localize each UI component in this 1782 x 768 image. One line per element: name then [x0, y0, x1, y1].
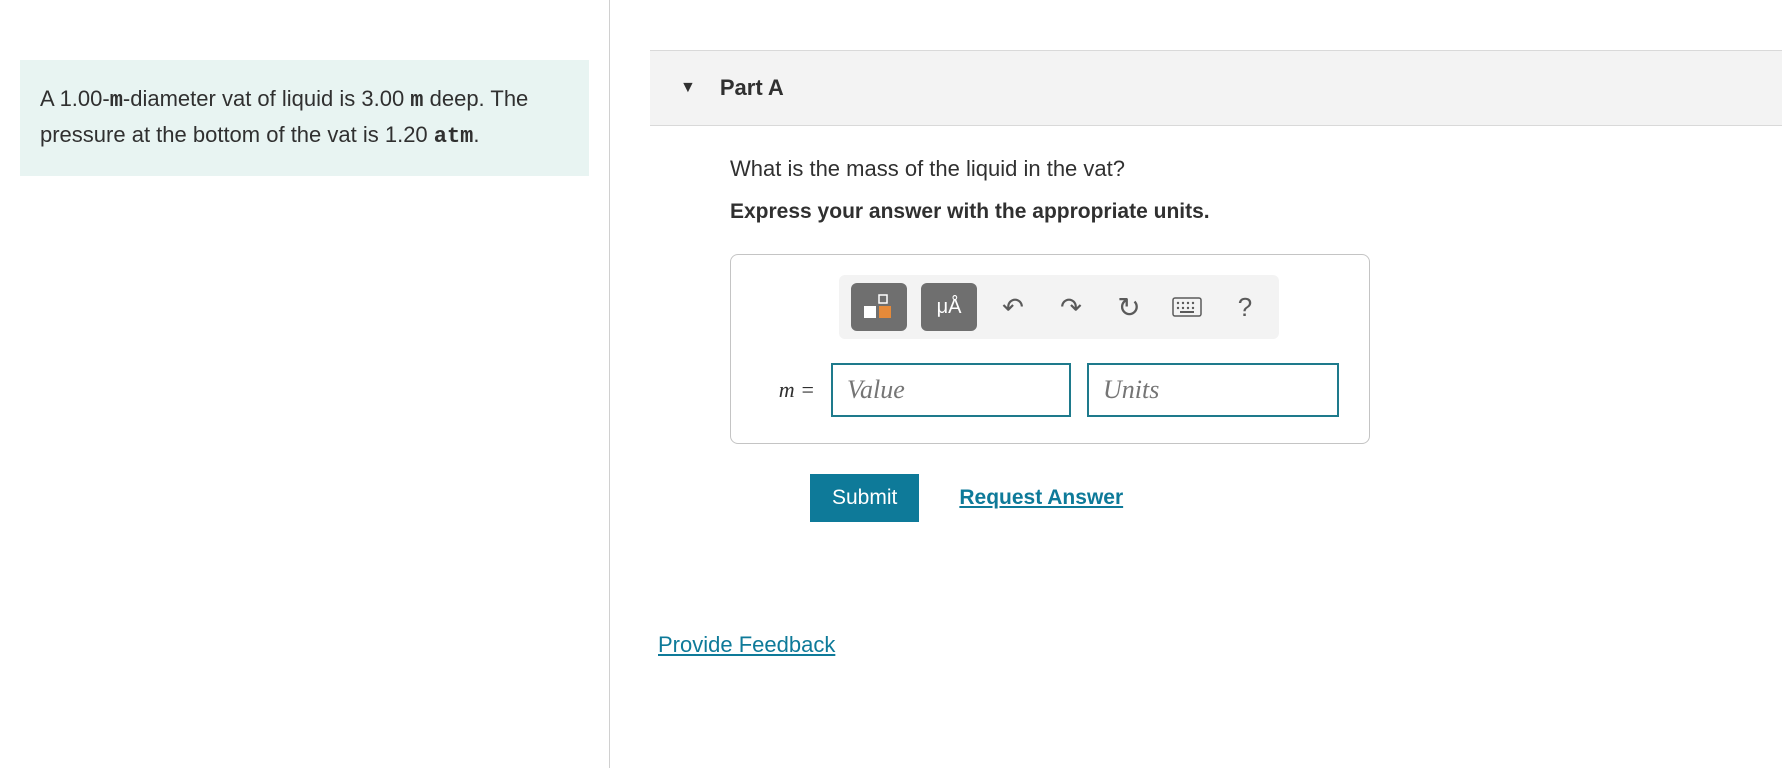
reset-icon[interactable]: ↻: [1107, 283, 1151, 331]
equation-toolbar: μÅ ↶ ↷ ↻ ?: [839, 275, 1279, 339]
instruction-text: Express your answer with the appropriate…: [730, 200, 1752, 224]
problem-text-2: -diameter vat of liquid is 3.00: [123, 86, 410, 111]
problem-statement: A 1.00-m-diameter vat of liquid is 3.00 …: [20, 60, 589, 176]
units-input[interactable]: [1087, 363, 1339, 417]
question-text: What is the mass of the liquid in the va…: [730, 156, 1752, 182]
question-area: What is the mass of the liquid in the va…: [650, 126, 1782, 562]
collapse-caret-icon[interactable]: ▼: [680, 79, 696, 97]
answer-panel: ▼ Part A What is the mass of the liquid …: [610, 0, 1782, 768]
template-tool-button[interactable]: [851, 283, 907, 331]
redo-icon[interactable]: ↷: [1049, 283, 1093, 331]
answer-row: m =: [759, 363, 1341, 417]
submit-row: Submit Request Answer: [810, 474, 1752, 522]
variable-label: m =: [759, 377, 815, 403]
problem-text-4: .: [473, 122, 479, 147]
unit-m-1: m: [110, 88, 123, 113]
submit-button[interactable]: Submit: [810, 474, 919, 522]
provide-feedback-link[interactable]: Provide Feedback: [658, 632, 835, 658]
help-icon[interactable]: ?: [1223, 283, 1267, 331]
part-title: Part A: [720, 75, 784, 101]
unit-atm: atm: [434, 124, 474, 149]
problem-panel: A 1.00-m-diameter vat of liquid is 3.00 …: [0, 0, 610, 768]
undo-icon[interactable]: ↶: [991, 283, 1035, 331]
greek-units-button[interactable]: μÅ: [921, 283, 977, 331]
problem-text-1: A 1.00-: [40, 86, 110, 111]
unit-m-2: m: [410, 88, 423, 113]
part-header[interactable]: ▼ Part A: [650, 50, 1782, 126]
value-input[interactable]: [831, 363, 1071, 417]
request-answer-link[interactable]: Request Answer: [959, 486, 1123, 510]
answer-box: μÅ ↶ ↷ ↻ ? m =: [730, 254, 1370, 444]
keyboard-icon[interactable]: [1165, 283, 1209, 331]
